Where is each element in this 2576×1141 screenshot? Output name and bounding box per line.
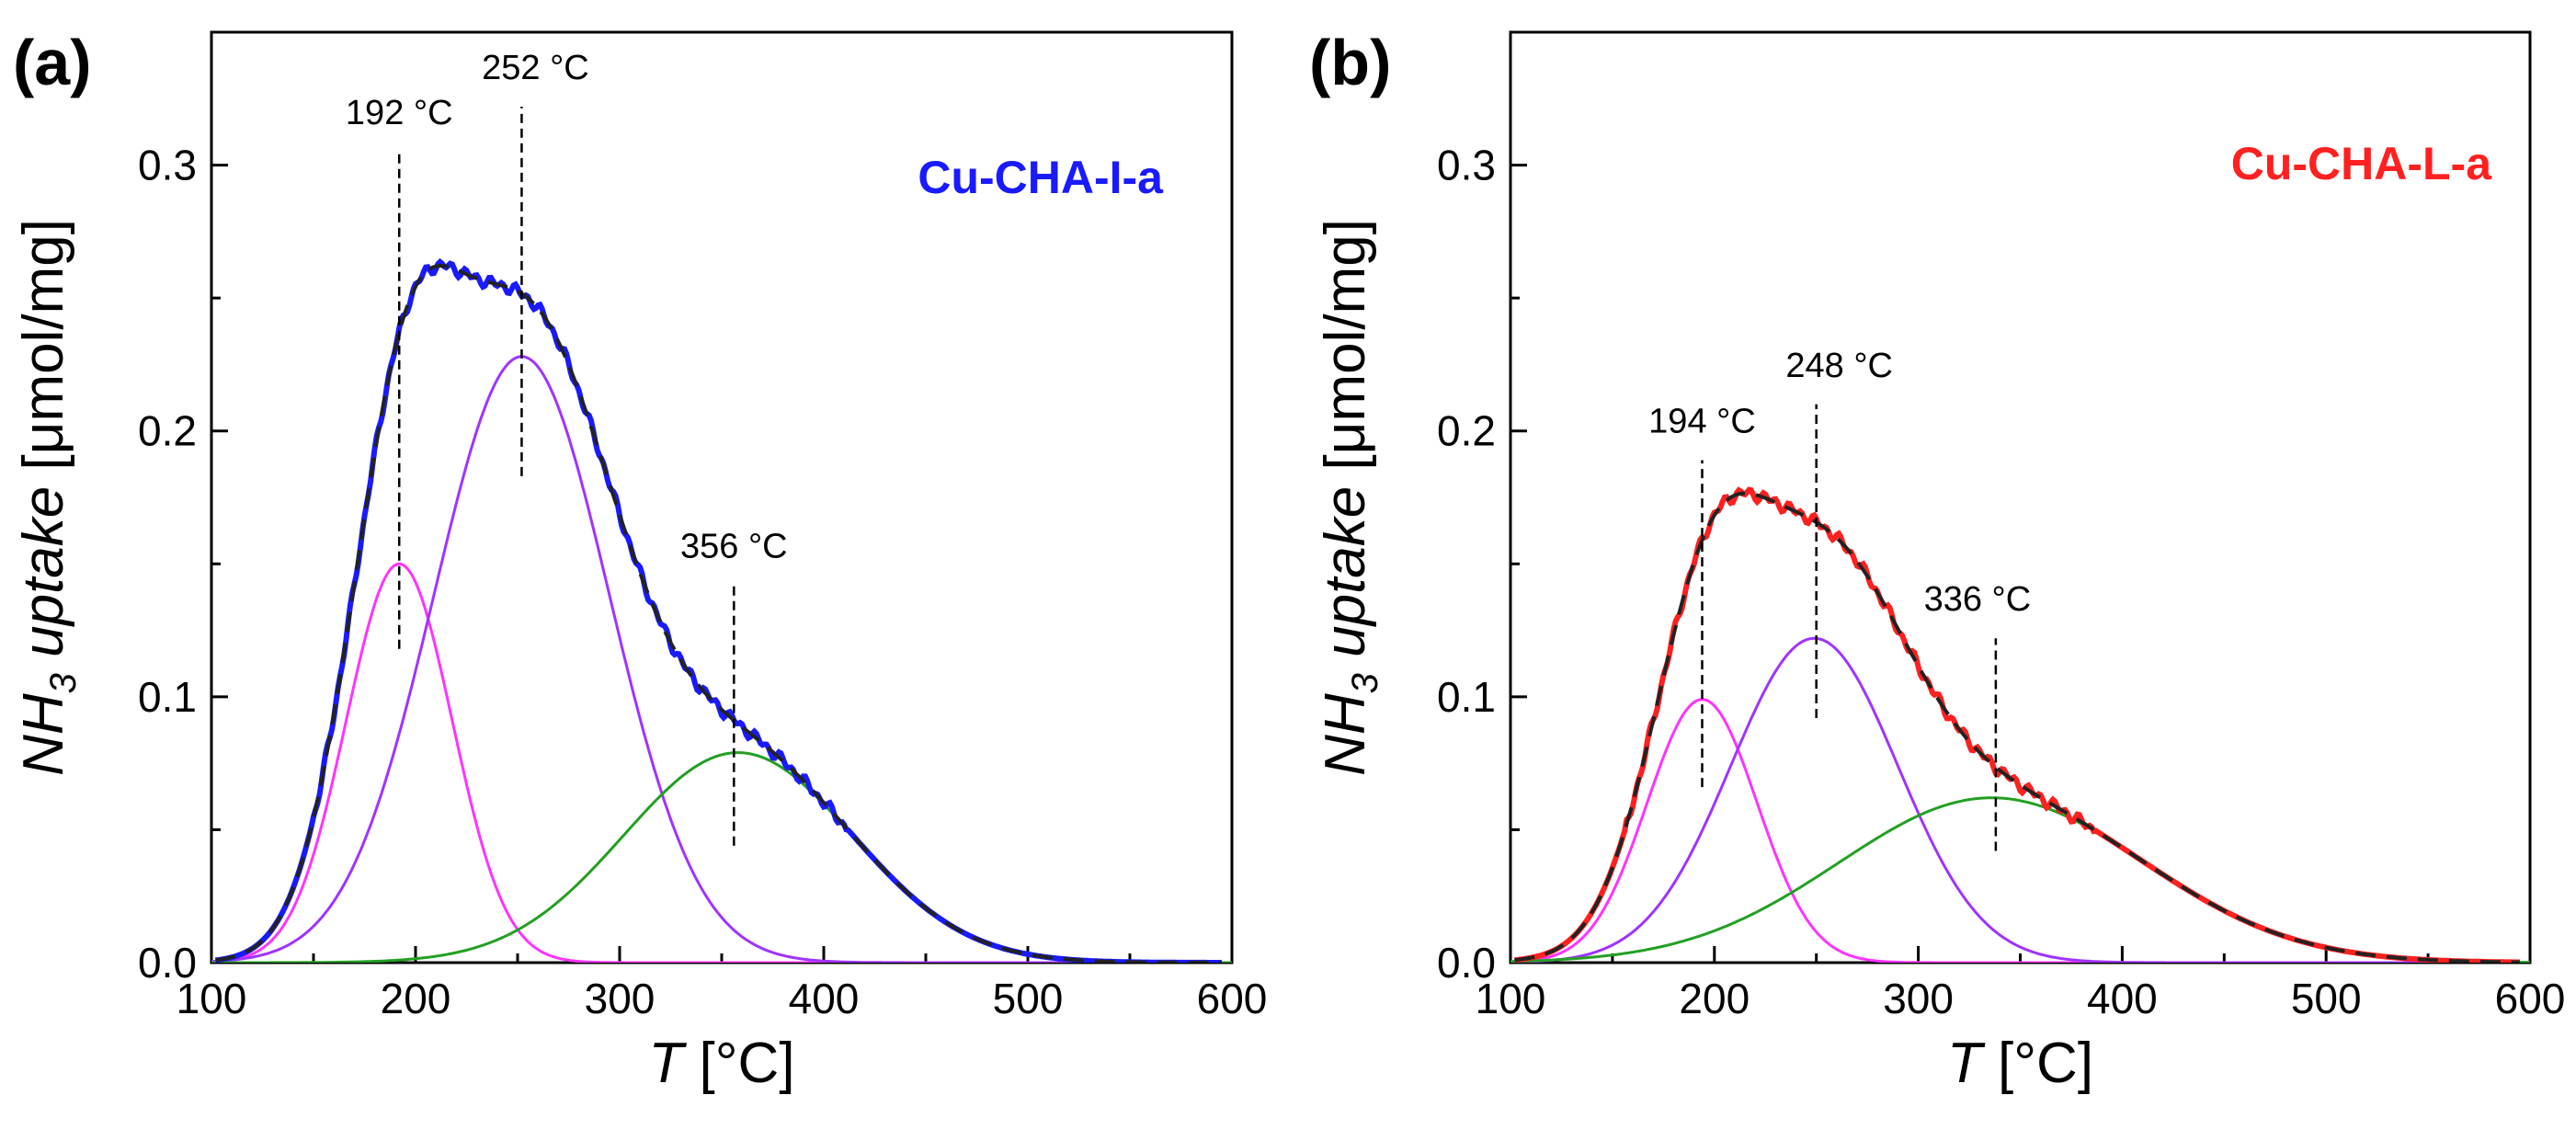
chart-panel-b: 100 200 300 400 500 600 0.0 0.1 0.2 0.3 T [°C] NH3 … [1309, 27, 2565, 1095]
y-tick-label: 0.0 [1437, 939, 1496, 987]
y-tick-label: 0.2 [138, 407, 197, 455]
x-tick-label: 400 [789, 975, 860, 1022]
peak-marker-label: 192 °C [346, 94, 453, 132]
x-tick-label: 200 [381, 975, 451, 1022]
panel-letter: (b) [1309, 27, 1391, 98]
x-tick-label: 500 [993, 975, 1064, 1022]
panel-letter: (a) [13, 27, 92, 98]
x-tick-label: 200 [1679, 975, 1750, 1022]
x-tick-label: 600 [2495, 975, 2566, 1022]
component-curve-peak-1 [211, 562, 1232, 963]
peak-marker-label: 194 °C [1648, 403, 1756, 441]
component-curve-peak-3 [1510, 796, 2530, 963]
sample-label: Cu-CHA-L-a [2231, 138, 2492, 189]
peak-marker-label: 336 °C [1924, 580, 2032, 619]
peak-marker-label: 252 °C [482, 49, 589, 87]
measured-curve [215, 257, 1222, 963]
chart-panel-a: 100 200 300 400 500 600 0.0 0.1 0.2 0.3 T [°C] NH3 … [12, 27, 1267, 1095]
x-tick-label: 300 [585, 975, 655, 1022]
y-tick-label: 0.1 [138, 673, 197, 721]
y-tick-label: 0.3 [138, 142, 197, 189]
x-tick-label: 400 [2087, 975, 2158, 1022]
x-axis-label: T [°C] [648, 1032, 794, 1095]
y-axis-label: NH3 uptake [μmol/mg] [1314, 219, 1385, 776]
measured-curve [1514, 486, 2520, 963]
y-tick-label: 0.2 [1437, 407, 1496, 455]
y-axis-label: NH3 uptake [μmol/mg] [12, 219, 84, 776]
x-tick-label: 600 [1197, 975, 1268, 1022]
x-tick-label: 100 [1476, 975, 1546, 1022]
y-tick-label: 0.0 [138, 939, 197, 987]
peak-marker-label: 356 °C [680, 527, 788, 565]
fitted-sum-curve [1514, 491, 2520, 963]
component-curve-peak-2 [1510, 636, 2530, 963]
x-tick-label: 100 [177, 975, 247, 1022]
y-tick-label: 0.1 [1437, 673, 1496, 721]
x-axis-label: T [°C] [1947, 1032, 2093, 1095]
y-tick-label: 0.3 [1437, 142, 1496, 189]
peak-marker-label: 248 °C [1785, 347, 1893, 385]
component-curve-peak-2 [211, 355, 1232, 963]
fitted-sum-curve [215, 263, 1222, 963]
x-tick-label: 500 [2291, 975, 2362, 1022]
x-tick-label: 300 [1883, 975, 1954, 1022]
sample-label: Cu-CHA-I-a [918, 152, 1164, 203]
component-curve-peak-3 [211, 751, 1232, 963]
component-curve-peak-1 [1510, 698, 2530, 963]
